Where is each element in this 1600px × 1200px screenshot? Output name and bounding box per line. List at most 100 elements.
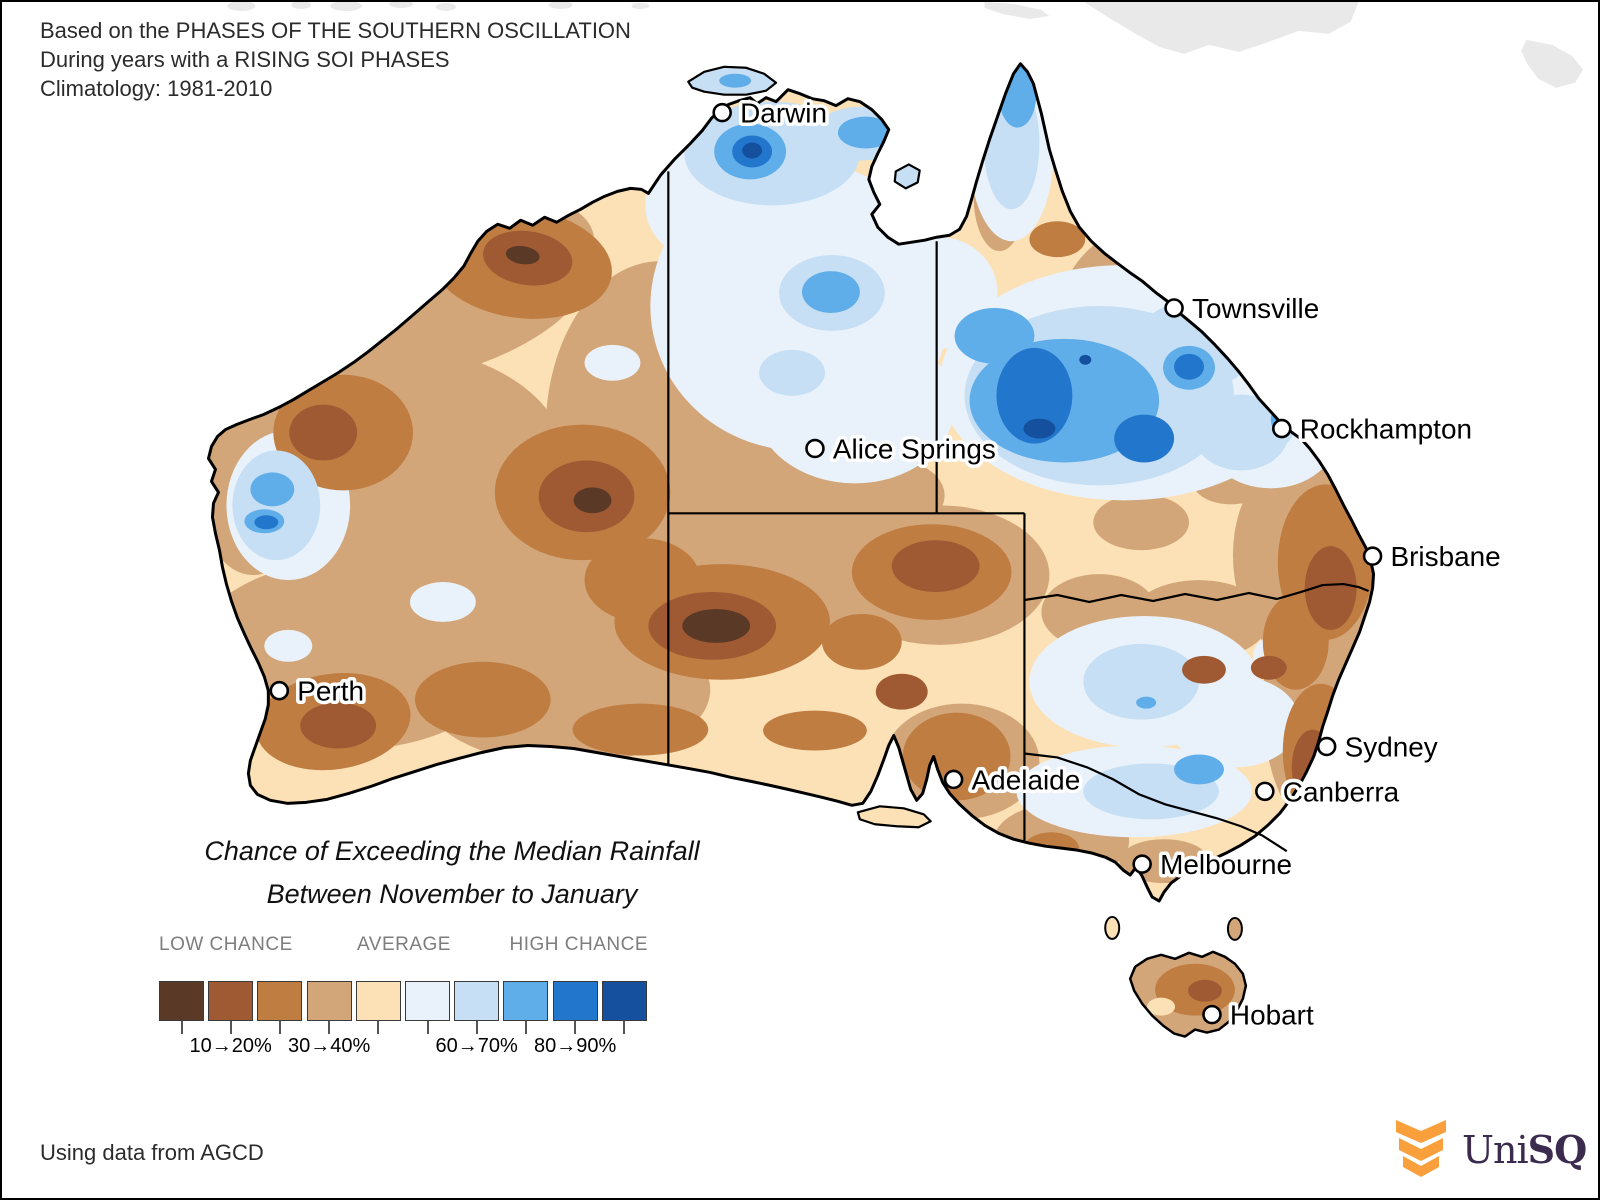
contour-blob xyxy=(1304,546,1357,630)
contour-blob xyxy=(330,2,363,11)
city-marker-canberra xyxy=(1255,781,1275,802)
city-marker-adelaide xyxy=(943,769,964,790)
city-label-darwin: Darwin xyxy=(740,98,827,129)
map-shape xyxy=(1403,1156,1439,1177)
qld-nsw-border xyxy=(1024,582,1369,604)
groote-island xyxy=(893,163,921,190)
unisq-logo: UniSQ xyxy=(1394,1118,1588,1180)
contour-blob xyxy=(1188,979,1222,1002)
contour-blob xyxy=(264,629,313,662)
king-island xyxy=(1104,915,1121,940)
legend-swatch-7 xyxy=(503,981,549,1021)
melville-island-blue-spot xyxy=(719,73,752,88)
unisq-wordmark-uni: Uni xyxy=(1462,1127,1529,1172)
map-group xyxy=(742,142,1092,439)
legend-swatch-2 xyxy=(257,981,303,1021)
city-markers: Darwin Townsville Rockhampton Brisbane Sydne… xyxy=(269,94,1504,1034)
contour-blob xyxy=(250,472,295,507)
map-shape xyxy=(1521,39,1584,88)
city-marker-alice-springs xyxy=(805,438,825,459)
legend-swatch-6 xyxy=(454,981,500,1021)
contour-blob xyxy=(1023,418,1056,439)
city-marker-sydney xyxy=(1316,736,1337,757)
city-marker-melbourne xyxy=(1132,854,1152,874)
city-marker-brisbane xyxy=(1362,546,1383,566)
contour-blob xyxy=(1174,353,1204,380)
legend-average-label: AVERAGE xyxy=(357,934,451,955)
unisq-wordmark-sq: SQ xyxy=(1527,1126,1588,1172)
city-label-sydney: Sydney xyxy=(1345,731,1438,762)
city-label-adelaide: Adelaide xyxy=(972,764,1081,795)
city-label-canberra: Canberra xyxy=(1283,776,1400,807)
header-line-3: Climatology: 1981-2010 xyxy=(40,76,273,101)
contour-blob xyxy=(409,582,476,622)
legend-tick xyxy=(278,1021,281,1034)
legend-tick xyxy=(475,1021,478,1034)
legend-swatch-row xyxy=(159,981,647,1021)
nsw-vic-border xyxy=(1024,752,1288,853)
contour-blob xyxy=(763,710,867,751)
header-line-1: Based on the PHASES OF THE SOUTHERN OSCI… xyxy=(40,18,631,43)
map-shape xyxy=(1396,1120,1446,1143)
city-marker-townsville xyxy=(1164,298,1184,318)
contour-blob xyxy=(289,404,358,461)
header-line-2: During years with a RISING SOI PHASES xyxy=(40,47,450,72)
contour-blob xyxy=(875,673,928,710)
legend-tick-label-row: 10→20% 30→40% 60→70% 80→90% xyxy=(159,1035,648,1063)
contour-blob xyxy=(573,487,612,514)
map-title: Chance of Exceeding the Median Rainfall … xyxy=(182,830,722,916)
city-marker-perth xyxy=(269,680,290,701)
legend-tick xyxy=(328,1021,331,1034)
contour-blob xyxy=(435,2,456,11)
map-shape xyxy=(1399,1138,1443,1161)
header-block: Based on the PHASES OF THE SOUTHERN OSCI… xyxy=(40,16,631,103)
contour-blob xyxy=(1168,675,1300,768)
city-label-brisbane: Brisbane xyxy=(1391,541,1501,572)
city-label-townsville: Townsville xyxy=(1192,293,1319,324)
contour-blob xyxy=(1029,221,1086,258)
legend-swatch-4 xyxy=(355,981,401,1021)
contour-blob xyxy=(996,347,1073,444)
legend-tick xyxy=(623,1021,626,1034)
legend-swatch-0 xyxy=(159,981,204,1021)
contour-blob xyxy=(1147,997,1176,1016)
city-label-perth: Perth xyxy=(297,676,364,707)
contour-blob xyxy=(821,613,902,670)
data-credit: Using data from AGCD xyxy=(40,1140,264,1165)
contour-blob xyxy=(548,2,573,9)
contour-blob xyxy=(291,2,312,9)
map-title-line-2: Between November to January xyxy=(266,879,638,909)
city-label-melbourne: Melbourne xyxy=(1160,849,1292,880)
contour-blob xyxy=(300,702,377,749)
legend-low-chance-label: LOW CHANCE xyxy=(159,934,293,955)
legend-swatch-3 xyxy=(306,981,352,1021)
contour-blob xyxy=(584,344,641,381)
contour-blob xyxy=(1174,754,1224,785)
contour-blob xyxy=(572,703,709,756)
contour-blob xyxy=(1083,643,1199,720)
legend-swatch-9 xyxy=(601,981,647,1021)
contour-blob xyxy=(227,2,256,11)
contour-blob xyxy=(254,515,279,530)
legend-tick-row xyxy=(159,1021,648,1035)
legend-tick xyxy=(524,1021,527,1034)
legend-tick xyxy=(229,1021,232,1034)
map-shape xyxy=(984,2,1050,19)
legend-tick-label: 10→20% xyxy=(189,1035,272,1057)
legend-tick xyxy=(377,1021,380,1034)
contour-blob xyxy=(1093,494,1190,551)
contour-blob xyxy=(837,116,894,149)
foreign-landmasses xyxy=(227,2,1584,88)
legend-swatch-5 xyxy=(404,981,450,1021)
state-borders xyxy=(667,171,1369,853)
contour-blob xyxy=(1250,655,1287,680)
tasmania-coastline xyxy=(1128,950,1248,1038)
legend: LOW CHANCE AVERAGE HIGH CHANCE 10→20% 30→… xyxy=(159,934,648,1064)
city-label-rockhampton: Rockhampton xyxy=(1300,414,1472,445)
legend-swatch-1 xyxy=(208,981,254,1021)
map-group xyxy=(254,135,1204,530)
legend-high-chance-label: HIGH CHANCE xyxy=(509,934,648,955)
city-label-alice-springs: Alice Springs xyxy=(833,433,996,464)
